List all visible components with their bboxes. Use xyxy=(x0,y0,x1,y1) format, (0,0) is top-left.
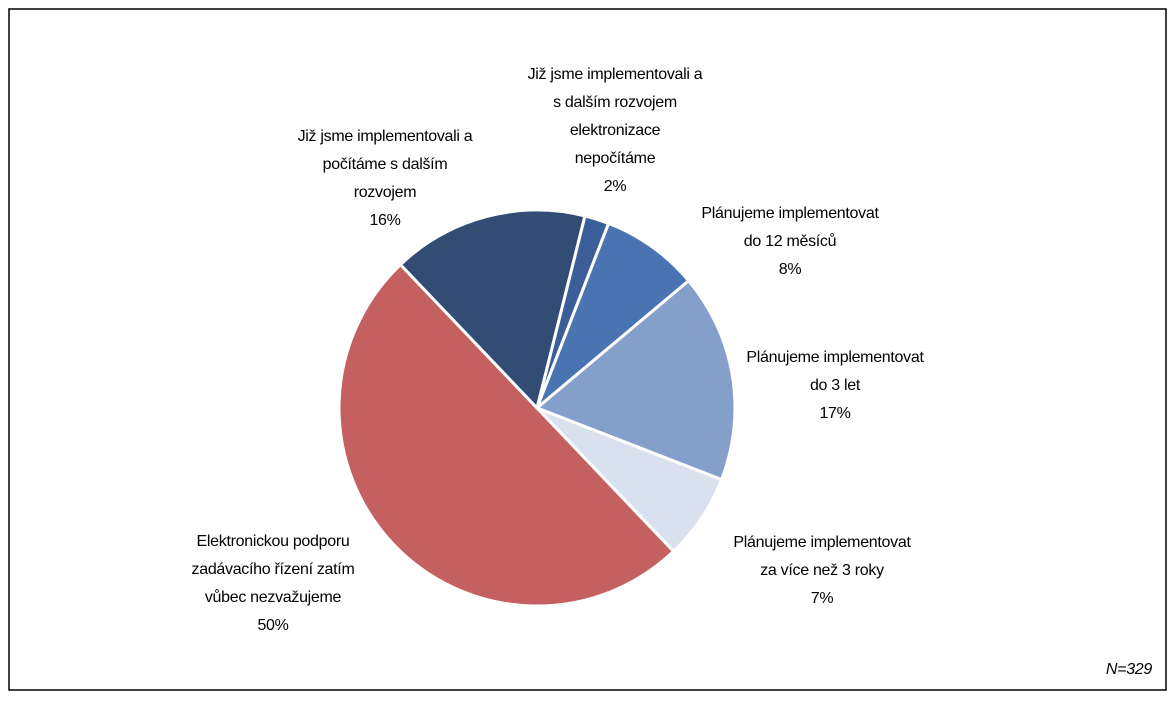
pie-slice xyxy=(398,208,587,412)
slice-label: Plánujeme implementovat xyxy=(701,205,879,222)
value-label: 16% xyxy=(369,212,400,229)
pie-slice xyxy=(535,221,691,410)
slice-label: Již jsme implementovali a xyxy=(528,66,703,83)
slice-label: s dalším rozvojem xyxy=(553,94,677,111)
value-label: 50% xyxy=(257,617,288,634)
slice-label: nepočítáme xyxy=(575,150,656,167)
note: N=329 xyxy=(1106,661,1152,678)
value-label: 7% xyxy=(811,590,834,607)
pie-slice xyxy=(337,262,676,608)
slice-label: rozvojem xyxy=(354,184,417,201)
slice-label: Plánujeme implementovat xyxy=(733,534,911,551)
slice-label: elektronizace xyxy=(570,122,661,139)
slice-label: počítáme s dalším xyxy=(323,156,448,173)
slice-label: vůbec nezvažujeme xyxy=(205,588,342,606)
slice-label: zadávacího řízení zatím xyxy=(192,561,355,578)
slice-label: Plánujeme implementovat xyxy=(746,349,924,366)
value-label: 17% xyxy=(819,405,850,422)
value-label: 2% xyxy=(604,178,627,195)
pie-slice xyxy=(534,278,737,482)
slice-label: do 12 měsíců xyxy=(744,232,836,250)
slice-label: Již jsme implementovali a xyxy=(298,128,473,145)
value-label: 8% xyxy=(779,261,802,278)
slice-label: za více než 3 roky xyxy=(760,562,884,579)
slice-label: Elektronickou podporu xyxy=(197,533,350,550)
slice-label: do 3 let xyxy=(810,377,861,394)
